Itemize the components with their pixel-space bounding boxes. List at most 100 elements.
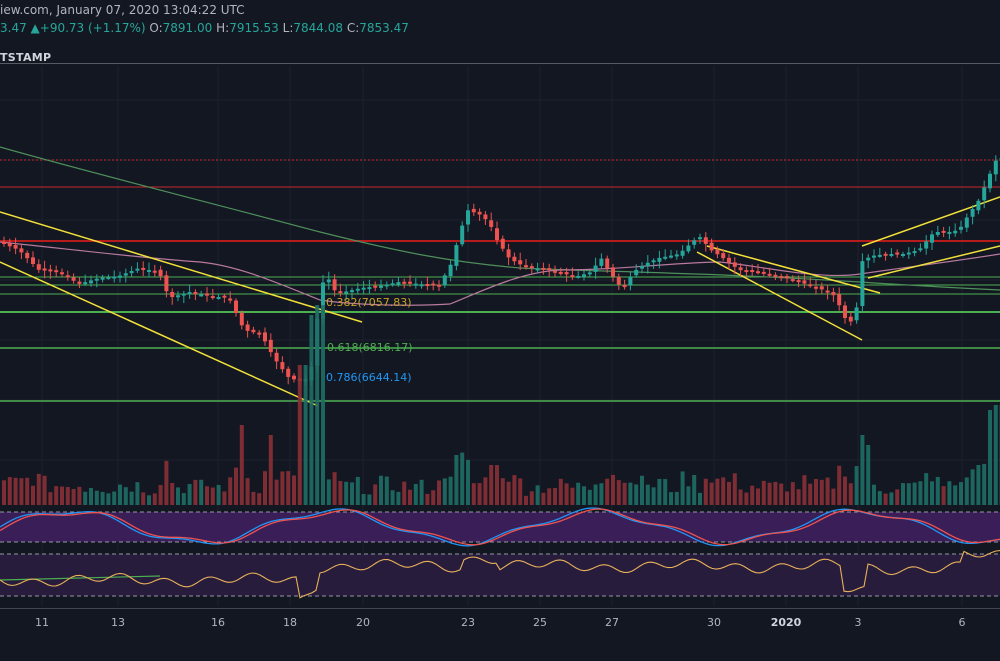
volume-bar-75 (437, 480, 441, 505)
volume-bar-109 (634, 484, 638, 505)
candle-body-41 (240, 313, 244, 325)
candle-body-163 (947, 232, 951, 234)
candle-body-11 (66, 275, 70, 277)
volume-bar-69 (402, 482, 406, 505)
candle-body-95 (553, 271, 557, 273)
candle-body-24 (141, 268, 145, 270)
volume-bar-131 (762, 481, 766, 505)
candle-body-68 (396, 282, 400, 285)
candle-body-61 (356, 289, 360, 291)
volume-bar-54 (315, 305, 319, 505)
volume-bar-97 (565, 483, 569, 505)
candle-body-160 (930, 234, 934, 242)
volume-bar-27 (159, 485, 163, 505)
candle-body-3 (19, 248, 23, 252)
volume-bar-88 (512, 475, 516, 505)
candle-body-105 (611, 267, 615, 276)
volume-bar-158 (918, 481, 922, 505)
volume-bar-71 (414, 484, 418, 505)
candle-body-136 (791, 279, 795, 281)
x-tick-label: 23 (461, 616, 475, 629)
candle-body-20 (118, 276, 122, 278)
volume-bar-128 (744, 493, 748, 505)
volume-bar-99 (576, 483, 580, 505)
candle-body-131 (762, 272, 766, 274)
volume-bar-138 (802, 475, 806, 505)
candle-body-165 (959, 227, 963, 230)
volume-bar-52 (304, 365, 308, 505)
volume-bar-113 (657, 479, 661, 505)
volume-bar-5 (31, 486, 35, 505)
volume-bar-102 (594, 485, 598, 505)
candle-body-97 (565, 272, 569, 274)
volume-bar-66 (385, 477, 389, 505)
volume-bar-33 (193, 480, 197, 505)
candle-body-161 (936, 232, 940, 235)
candle-body-130 (756, 271, 760, 273)
candle-body-84 (489, 220, 493, 227)
volume-bar-86 (501, 478, 505, 505)
volume-bar-156 (907, 483, 911, 505)
candle-body-44 (257, 333, 261, 335)
volume-bar-14 (83, 492, 87, 505)
price-chart[interactable]: 0.382(7057.83)0.618(6816.17)0.786(6644.1… (0, 0, 1000, 608)
candle-body-155 (901, 254, 905, 256)
channel-line-2 (707, 246, 880, 293)
candle-body-10 (60, 272, 64, 274)
volume-bar-50 (292, 475, 296, 505)
candle-body-117 (681, 251, 685, 256)
volume-bar-89 (518, 478, 522, 505)
candle-body-124 (721, 253, 725, 258)
volume-bar-154 (895, 489, 899, 505)
volume-bar-105 (611, 475, 615, 505)
volume-bar-34 (199, 480, 203, 505)
candle-body-85 (495, 228, 499, 240)
candle-body-4 (25, 253, 29, 258)
candle-body-81 (472, 209, 476, 212)
candle-body-148 (860, 261, 864, 306)
candle-body-25 (147, 270, 151, 272)
volume-bar-72 (420, 480, 424, 505)
volume-bar-43 (251, 492, 255, 505)
candle-body-171 (994, 161, 998, 175)
volume-bar-163 (947, 481, 951, 505)
candle-body-7 (43, 268, 47, 270)
candle-body-31 (182, 294, 186, 296)
volume-bar-53 (309, 315, 313, 505)
candle-body-92 (536, 268, 540, 270)
volume-bar-145 (843, 477, 847, 505)
candle-body-87 (507, 249, 511, 257)
candle-body-88 (512, 257, 516, 262)
x-tick-label: 13 (111, 616, 125, 629)
volume-bar-13 (77, 487, 81, 505)
candle-body-121 (704, 237, 708, 244)
volume-bar-117 (681, 471, 685, 505)
volume-bar-74 (431, 490, 435, 505)
candle-body-113 (657, 258, 661, 262)
volume-bar-10 (60, 487, 64, 505)
volume-bar-171 (994, 405, 998, 505)
volume-bar-19 (112, 492, 116, 505)
candle-body-76 (443, 275, 447, 285)
x-tick-label: 30 (707, 616, 721, 629)
x-tick-label: 16 (211, 616, 225, 629)
candle-body-157 (913, 251, 917, 253)
volume-bar-108 (628, 483, 632, 505)
volume-bar-100 (582, 486, 586, 505)
volume-bar-70 (408, 490, 412, 505)
volume-bar-76 (443, 478, 447, 505)
candle-body-22 (130, 271, 134, 273)
volume-bar-40 (234, 468, 238, 505)
volume-bar-147 (855, 466, 859, 505)
volume-bar-122 (710, 483, 714, 505)
candle-body-138 (802, 280, 806, 283)
candle-body-27 (159, 270, 163, 276)
volume-bar-20 (118, 485, 122, 505)
volume-bar-64 (373, 484, 377, 505)
candle-body-80 (466, 210, 470, 224)
volume-bar-9 (54, 486, 58, 505)
candle-body-99 (576, 276, 580, 278)
volume-bar-60 (350, 482, 354, 505)
volume-bar-150 (872, 485, 876, 505)
candle-body-18 (106, 277, 110, 279)
